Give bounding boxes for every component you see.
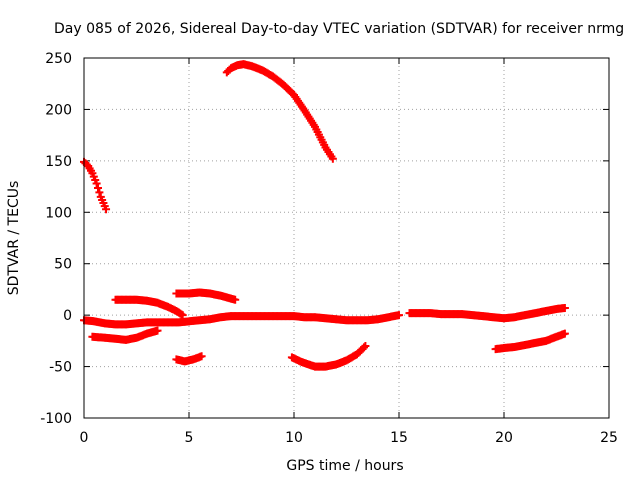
y-tick-label: 200 xyxy=(45,102,72,118)
x-axis-label: GPS time / hours xyxy=(286,458,403,474)
y-tick-label: -100 xyxy=(40,411,72,427)
data-point-marker xyxy=(231,295,240,304)
data-series-arc1 xyxy=(80,157,111,214)
data-point-marker xyxy=(360,343,368,352)
x-tick-label: 15 xyxy=(390,430,408,446)
data-series-arc7 xyxy=(172,352,206,366)
y-tick-label: 100 xyxy=(45,205,72,221)
data-point-marker xyxy=(102,205,111,214)
y-tick-label: 50 xyxy=(54,257,72,273)
data-point-marker xyxy=(361,342,370,350)
axis-tick-labels: 0 5 10 15 20 25 -100 -50 0 50 100 150 200 250 xyxy=(40,51,618,446)
data-point-marker xyxy=(395,311,403,320)
y-tick-label: -50 xyxy=(49,360,72,376)
chart-title: Day 085 of 2026, Sidereal Day-to-day VTE… xyxy=(54,21,624,37)
x-tick-label: 0 xyxy=(80,430,89,446)
data-point-marker xyxy=(153,326,162,335)
data-series-arc8 xyxy=(287,342,370,371)
x-tick-label: 5 xyxy=(185,430,194,446)
data-series-arc4 xyxy=(111,295,187,320)
x-tick-label: 20 xyxy=(495,430,513,446)
data-point-marker xyxy=(560,329,569,338)
data-point-marker xyxy=(328,154,337,163)
data-series-arc2 xyxy=(222,60,337,163)
y-tick-label: 0 xyxy=(63,308,72,324)
data-point-marker xyxy=(94,183,102,192)
data-point-marker xyxy=(178,311,187,320)
data-point-marker xyxy=(95,188,104,197)
y-axis-label: SDTVAR / TECUs xyxy=(6,181,22,296)
data-series-arc3 xyxy=(80,311,403,329)
x-tick-label: 25 xyxy=(600,430,618,446)
data-series xyxy=(80,60,569,371)
data-series-arc5 xyxy=(172,288,240,304)
data-point-marker xyxy=(560,303,569,312)
data-point-marker xyxy=(197,352,206,361)
plot-frame xyxy=(83,57,610,419)
data-point-marker xyxy=(92,179,101,188)
y-tick-label: 150 xyxy=(45,154,72,170)
data-series-arc6 xyxy=(88,326,162,344)
data-series-arc10 xyxy=(491,329,569,354)
x-tick-label: 10 xyxy=(285,430,303,446)
y-tick-label: 250 xyxy=(45,51,72,67)
data-series-arc9 xyxy=(405,303,569,323)
